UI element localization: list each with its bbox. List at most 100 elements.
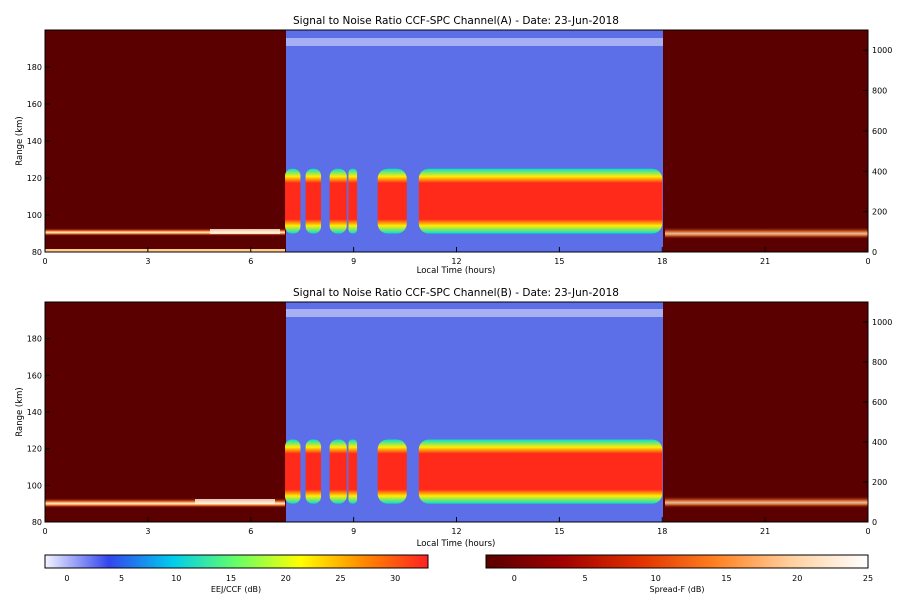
y-tick-label: 120 [27,445,42,454]
y2-tick-label: 800 [872,87,887,96]
x-tick-label: 6 [248,257,253,266]
colorbar-tick-label: 0 [64,574,69,583]
colorbar-tick-label: 15 [226,574,236,583]
y-tick-label: 180 [27,335,42,344]
chart-title: Signal to Noise Ratio CCF-SPC Channel(A)… [293,15,619,27]
colorbar-tick-label: 0 [512,574,517,583]
y2-tick-label: 1000 [872,318,892,327]
x-tick-label: 3 [145,527,150,536]
ccf-layer-blob [348,439,358,504]
ccf-layer-blob [418,439,663,504]
ccf-layer-blob [285,439,301,504]
ccf-top-band [286,309,663,317]
x-axis: 0 3 6 9 12 15 18 21 0 [42,247,871,266]
colorbar-tick-label: 5 [119,574,124,583]
x-tick-label: 18 [657,527,667,536]
spreadf-layer-right [665,496,868,508]
y2-tick-label: 1000 [872,46,892,55]
ccf-layer-blob [377,168,407,234]
y-tick-label: 80 [32,518,42,527]
colorbar-spread-f: 0 5 10 15 20 25 Spread-F (dB) [485,554,873,594]
spreadf-layer-left [45,228,285,236]
ccf-layer-blob [305,168,322,234]
y-tick-label: 140 [27,408,42,417]
x-tick-label: 0 [865,257,870,266]
y-tick-label: 120 [27,174,42,183]
x-tick-label: 18 [657,257,667,266]
colorbar-tick-label: 20 [281,574,291,583]
x-tick-label: 15 [554,257,564,266]
x-axis-label: Local Time (hours) [417,266,496,276]
ccf-layer-blob [377,439,407,504]
x-tick-label: 21 [760,527,770,536]
y-tick-label: 100 [27,211,42,220]
y2-tick-label: 800 [872,358,887,367]
colorbar-tick-label: 20 [792,574,802,583]
ccf-layer-blob [305,439,322,504]
colorbar-gradient [44,554,429,569]
x-tick-label: 6 [248,527,253,536]
y-axis-label: Range (km) [15,387,25,436]
ccf-layer-blob [418,168,663,234]
x-axis-label: Local Time (hours) [417,539,496,549]
ccf-layer-blob [285,168,301,234]
y2-tick-label: 0 [872,248,877,257]
colorbar-tick-label: 15 [721,574,731,583]
spreadf-layer-bright [195,499,275,504]
y-tick-label: 80 [32,248,42,257]
ccf-layer-blob [329,168,347,234]
x-tick-label: 9 [351,257,356,266]
y2-tick-label: 200 [872,208,887,217]
y-axis: 80 100 120 140 160 180 [27,63,50,257]
spreadf-layer-right [665,227,868,239]
y-axis-label: Range (km) [15,116,25,165]
colorbar-tick-label: 10 [171,574,181,583]
y2-tick-label: 600 [872,127,887,136]
spreadf-layer-bright [210,229,280,234]
chart-title: Signal to Noise Ratio CCF-SPC Channel(B)… [293,287,619,299]
colorbar-eej-ccf: 0 5 10 15 20 25 30 EEJ/CCF (dB) [44,554,429,594]
colorbar-tick-label: 25 [863,574,873,583]
x-tick-label: 3 [145,257,150,266]
ccf-layer-blobs [285,168,663,234]
colorbar-tick-label: 10 [651,574,661,583]
ccf-layer-blob [329,439,347,504]
panel-channel-a: Signal to Noise Ratio CCF-SPC Channel(A)… [15,15,892,276]
x-tick-label: 12 [451,527,461,536]
y2-tick-label: 600 [872,398,887,407]
y-axis: 80 100 120 140 160 180 [27,335,50,527]
colorbar-tick-label: 5 [582,574,587,583]
colorbar-ticks: 0 5 10 15 20 25 [512,574,873,583]
x-tick-label: 0 [865,527,870,536]
ccf-layer-blobs [285,439,663,504]
y2-tick-label: 0 [872,518,877,527]
y-tick-label: 140 [27,137,42,146]
panel-channel-b: Signal to Noise Ratio CCF-SPC Channel(B)… [15,287,892,549]
y2-tick-label: 400 [872,438,887,447]
y2-tick-label: 400 [872,167,887,176]
colorbar-tick-label: 25 [335,574,345,583]
y-tick-label: 160 [27,100,42,109]
colorbar-label: Spread-F (dB) [649,585,704,594]
y-tick-label: 180 [27,63,42,72]
colorbar-ticks: 0 5 10 15 20 25 30 [64,574,400,583]
colorbar-tick-label: 30 [390,574,400,583]
y-tick-label: 100 [27,481,42,490]
x-tick-label: 12 [451,257,461,266]
y2-tick-label: 200 [872,478,887,487]
ccf-layer-blob [348,168,358,234]
x-axis: 0 3 6 9 12 15 18 21 0 [42,517,871,536]
y2-axis: 0 200 400 600 800 1000 [863,46,892,257]
x-tick-label: 0 [42,257,47,266]
colorbar-gradient [485,554,869,569]
x-tick-label: 21 [760,257,770,266]
colorbar-label: EEJ/CCF (dB) [211,585,261,594]
x-tick-label: 15 [554,527,564,536]
ccf-top-band [286,38,663,46]
x-tick-label: 9 [351,527,356,536]
spreadf-layer-left [45,498,285,508]
y-tick-label: 160 [27,371,42,380]
x-tick-label: 0 [42,527,47,536]
spreadf-bottom-band [45,249,285,252]
